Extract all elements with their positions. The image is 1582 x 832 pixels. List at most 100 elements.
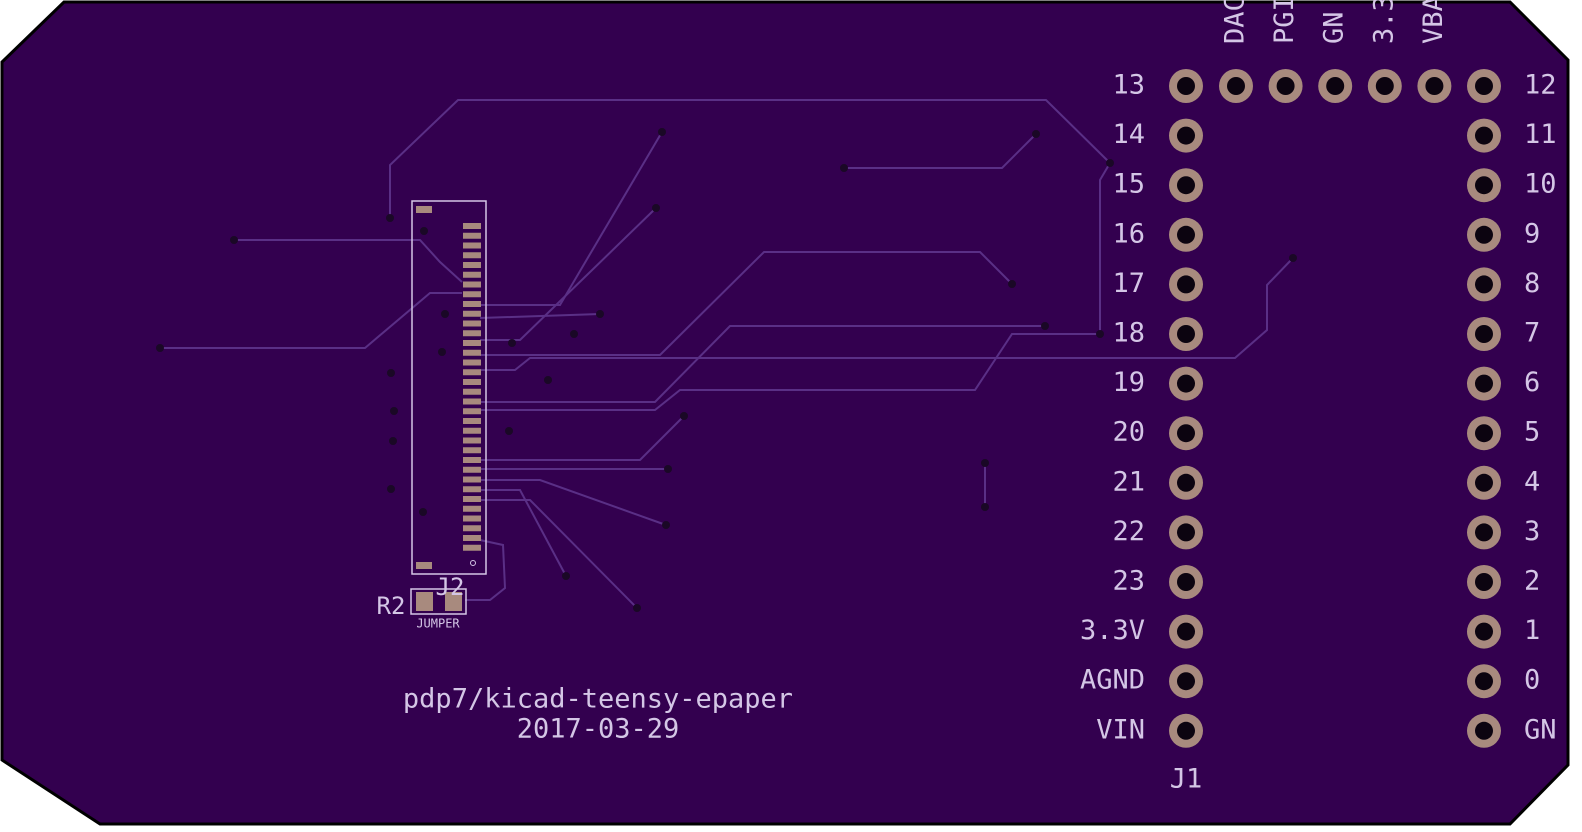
fpc-pad bbox=[463, 437, 481, 444]
fpc-pad bbox=[463, 320, 481, 327]
pin-hole bbox=[1475, 275, 1493, 294]
pin-label: VIN bbox=[1096, 714, 1145, 745]
fpc-pad bbox=[463, 232, 481, 239]
pin-label: AGND bbox=[1080, 665, 1145, 696]
pin-hole bbox=[1177, 275, 1195, 294]
pin-label: 12 bbox=[1524, 70, 1557, 101]
fpc-pad bbox=[463, 252, 481, 259]
fpc-pad bbox=[463, 505, 481, 512]
pin-label: 7 bbox=[1524, 318, 1540, 349]
pin-label: 19 bbox=[1112, 367, 1145, 398]
pin-label: 15 bbox=[1112, 169, 1145, 200]
header-label: GN bbox=[1319, 11, 1350, 44]
pin-hole bbox=[1177, 672, 1195, 691]
pin-hole bbox=[1177, 325, 1195, 343]
pin-label: 20 bbox=[1112, 417, 1145, 448]
pin-hole bbox=[1177, 721, 1195, 740]
pin-hole bbox=[1475, 77, 1493, 95]
pin-label: 2 bbox=[1524, 566, 1540, 597]
pin-hole bbox=[1475, 424, 1493, 443]
pin-hole bbox=[1475, 523, 1493, 542]
pin-label: 14 bbox=[1112, 119, 1145, 150]
fpc-pad bbox=[463, 388, 481, 395]
header-label: DAC bbox=[1220, 0, 1251, 44]
pin-hole bbox=[1177, 523, 1195, 542]
fpc-pad bbox=[463, 359, 481, 366]
pin-hole bbox=[1177, 424, 1195, 443]
pin-label: 8 bbox=[1524, 268, 1540, 299]
fpc-pad bbox=[463, 476, 481, 483]
fpc-ref: J2 bbox=[436, 573, 465, 601]
header-label: PGI bbox=[1269, 0, 1300, 44]
pin-hole bbox=[1177, 77, 1195, 95]
fpc-pad bbox=[463, 379, 481, 385]
fpc-pad bbox=[463, 515, 481, 522]
pin-hole bbox=[1177, 126, 1195, 145]
fpc-pad bbox=[463, 330, 481, 337]
fpc-pad bbox=[463, 525, 481, 532]
pin-label: 18 bbox=[1112, 318, 1145, 349]
pin-label: 17 bbox=[1112, 268, 1145, 299]
pin-label: 6 bbox=[1524, 367, 1540, 398]
fpc-pad bbox=[463, 457, 481, 463]
pin-hole bbox=[1177, 225, 1195, 244]
pin-hole bbox=[1475, 721, 1493, 740]
pin-hole bbox=[1177, 622, 1195, 641]
pin-label: 0 bbox=[1524, 665, 1540, 696]
pin-label: 11 bbox=[1524, 119, 1557, 150]
fpc-pad bbox=[463, 301, 481, 307]
fpc-pad bbox=[463, 466, 481, 473]
fpc-pad bbox=[463, 271, 481, 278]
pin-hole bbox=[1475, 672, 1493, 691]
pin-hole bbox=[1425, 77, 1444, 95]
pin-label: 13 bbox=[1112, 70, 1145, 101]
pin-hole bbox=[1475, 473, 1493, 492]
pin-label: 21 bbox=[1112, 466, 1145, 497]
pin-hole bbox=[1177, 374, 1195, 393]
pin-label: 23 bbox=[1112, 566, 1145, 597]
fpc-pad bbox=[463, 281, 481, 288]
pin-hole bbox=[1177, 473, 1195, 492]
footer-title: pdp7/kicad-teensy-epaper bbox=[403, 684, 793, 715]
fpc-pad bbox=[463, 544, 481, 551]
jumper-ref: R2 bbox=[377, 592, 406, 620]
pin-hole bbox=[1475, 573, 1493, 591]
fpc-pad bbox=[463, 291, 481, 298]
pin-label: GN bbox=[1524, 714, 1557, 745]
fpc-pad bbox=[463, 486, 481, 493]
fpc-pad bbox=[463, 427, 481, 434]
pin-hole bbox=[1475, 325, 1493, 343]
pin-hole bbox=[1475, 622, 1493, 641]
pin-label: 16 bbox=[1112, 218, 1145, 249]
pin-label: 3 bbox=[1524, 516, 1540, 547]
fpc-pad bbox=[463, 262, 481, 268]
pin-hole bbox=[1475, 126, 1493, 145]
pin-hole bbox=[1375, 77, 1394, 95]
pin-hole bbox=[1326, 77, 1345, 95]
fpc-pad bbox=[463, 340, 481, 346]
vias bbox=[156, 128, 1297, 612]
fpc-connector bbox=[411, 200, 487, 575]
fpc-pad bbox=[463, 408, 481, 415]
fpc-pad bbox=[463, 242, 481, 249]
fpc-pad bbox=[463, 223, 481, 229]
jumper-value: JUMPER bbox=[416, 617, 460, 631]
fpc-pad bbox=[463, 349, 481, 356]
pin-hole bbox=[1475, 374, 1493, 393]
fpc-pad bbox=[463, 418, 481, 424]
traces bbox=[160, 99, 1294, 609]
fpc-pad bbox=[463, 369, 481, 376]
fpc-pad bbox=[463, 535, 481, 541]
pin-hole bbox=[1177, 176, 1195, 195]
pin-hole bbox=[1475, 176, 1493, 195]
footer-date: 2017-03-29 bbox=[517, 714, 680, 745]
pin-label: 9 bbox=[1524, 218, 1540, 249]
pin-hole bbox=[1276, 77, 1295, 95]
pin-hole bbox=[1177, 573, 1195, 591]
pin-hole bbox=[1475, 225, 1493, 244]
fpc-pad bbox=[463, 496, 481, 502]
pin-label: 10 bbox=[1524, 169, 1557, 200]
pin-label: 22 bbox=[1112, 516, 1145, 547]
